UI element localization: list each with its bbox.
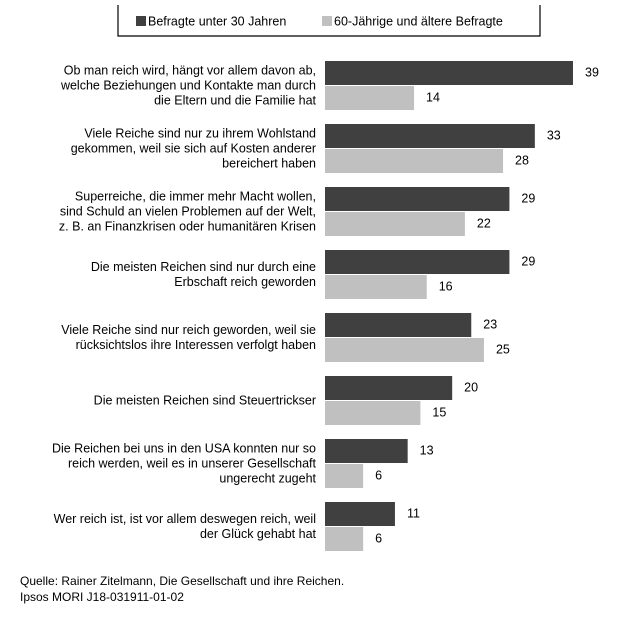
value-label: 23 [483,317,497,331]
category-label: Viele Reiche sind nur reich geworden, we… [61,323,316,352]
bar [325,149,504,173]
bar [325,439,408,463]
bar [325,527,364,551]
legend-swatch [136,16,146,26]
bar [325,313,472,337]
bar [325,502,395,526]
legend-swatch [322,16,332,26]
legend-label: 60-Jährige und ältere Befragte [334,14,503,28]
value-label: 22 [477,216,491,230]
category-label: Viele Reiche sind nur zu ihrem Wohlstand… [70,126,316,171]
value-label: 25 [496,342,510,356]
bar [325,275,427,299]
value-label: 6 [375,531,382,545]
value-label: 14 [426,90,440,104]
value-label: 29 [521,191,535,205]
bar [325,187,510,211]
value-label: 20 [464,380,478,394]
bar [325,212,465,236]
category-label: Die meisten Reichen sind nur durch eine … [90,260,316,289]
footer-line: Quelle: Rainer Zitelmann, Die Gesellscha… [20,574,345,588]
bar [325,376,453,400]
value-label: 16 [439,279,453,293]
legend-frame [117,5,541,37]
value-label: 15 [432,405,446,419]
value-label: 29 [521,254,535,268]
category-label: Die meisten Reichen sind Steuertrickser [93,393,316,408]
bar [325,86,415,110]
bar [325,61,573,85]
value-label: 13 [420,443,434,457]
bar [325,401,421,425]
category-label: Superreiche, die immer mehr Macht wollen… [58,189,316,234]
legend-label: Befragte unter 30 Jahren [148,14,286,28]
category-label: Wer reich ist, ist vor allem deswegen re… [53,512,316,541]
bar [325,250,510,274]
value-label: 6 [375,468,382,482]
value-label: 28 [515,153,529,167]
value-label: 11 [407,506,420,520]
value-label: 33 [547,128,561,142]
bar [325,464,364,488]
footer-line: Ipsos MORI J18-031911-01-02 [20,590,184,604]
bar [325,338,484,362]
category-label: Ob man reich wird, hängt vor allem davon… [60,63,316,108]
bar [325,124,535,148]
category-label: Die Reichen bei uns in den USA konnten n… [51,441,316,486]
value-label: 39 [585,65,599,79]
